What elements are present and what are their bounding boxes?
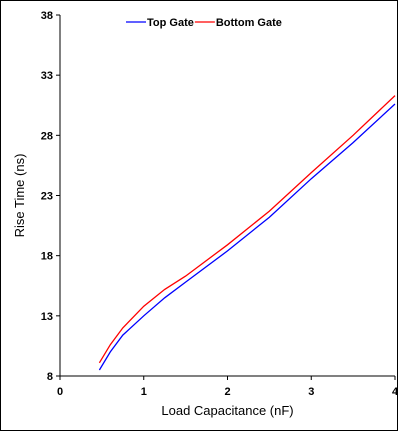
x-ticks: 0 1 2 3 4 <box>57 376 398 398</box>
x-tick-label: 3 <box>308 386 314 398</box>
x-tick-label: 4 <box>392 386 398 398</box>
series-line-top-gate <box>98 103 396 371</box>
y-tick-label: 13 <box>41 311 53 323</box>
y-tick-label: 23 <box>41 191 53 203</box>
x-tick-label: 0 <box>57 386 63 398</box>
y-tick-label: 33 <box>41 70 53 82</box>
legend-label-bottom-gate: Bottom Gate <box>216 17 282 29</box>
x-axis-title: Load Capacitance (nF) <box>161 403 293 418</box>
y-tick-label: 28 <box>41 130 53 142</box>
legend-label-top-gate: Top Gate <box>147 17 194 29</box>
y-tick-label: 8 <box>47 371 53 383</box>
x-tick-label: 2 <box>224 386 230 398</box>
legend: Top Gate Bottom Gate <box>126 17 282 29</box>
x-tick-label: 1 <box>141 386 147 398</box>
y-tick-label: 18 <box>41 251 53 263</box>
series-line-bottom-gate <box>98 95 396 364</box>
series-lines <box>98 95 396 371</box>
y-ticks: 8 13 18 23 28 33 38 <box>41 10 60 383</box>
y-axis-title: Rise Time (ns) <box>12 154 27 238</box>
y-tick-label: 38 <box>41 10 53 22</box>
axes <box>59 15 395 377</box>
